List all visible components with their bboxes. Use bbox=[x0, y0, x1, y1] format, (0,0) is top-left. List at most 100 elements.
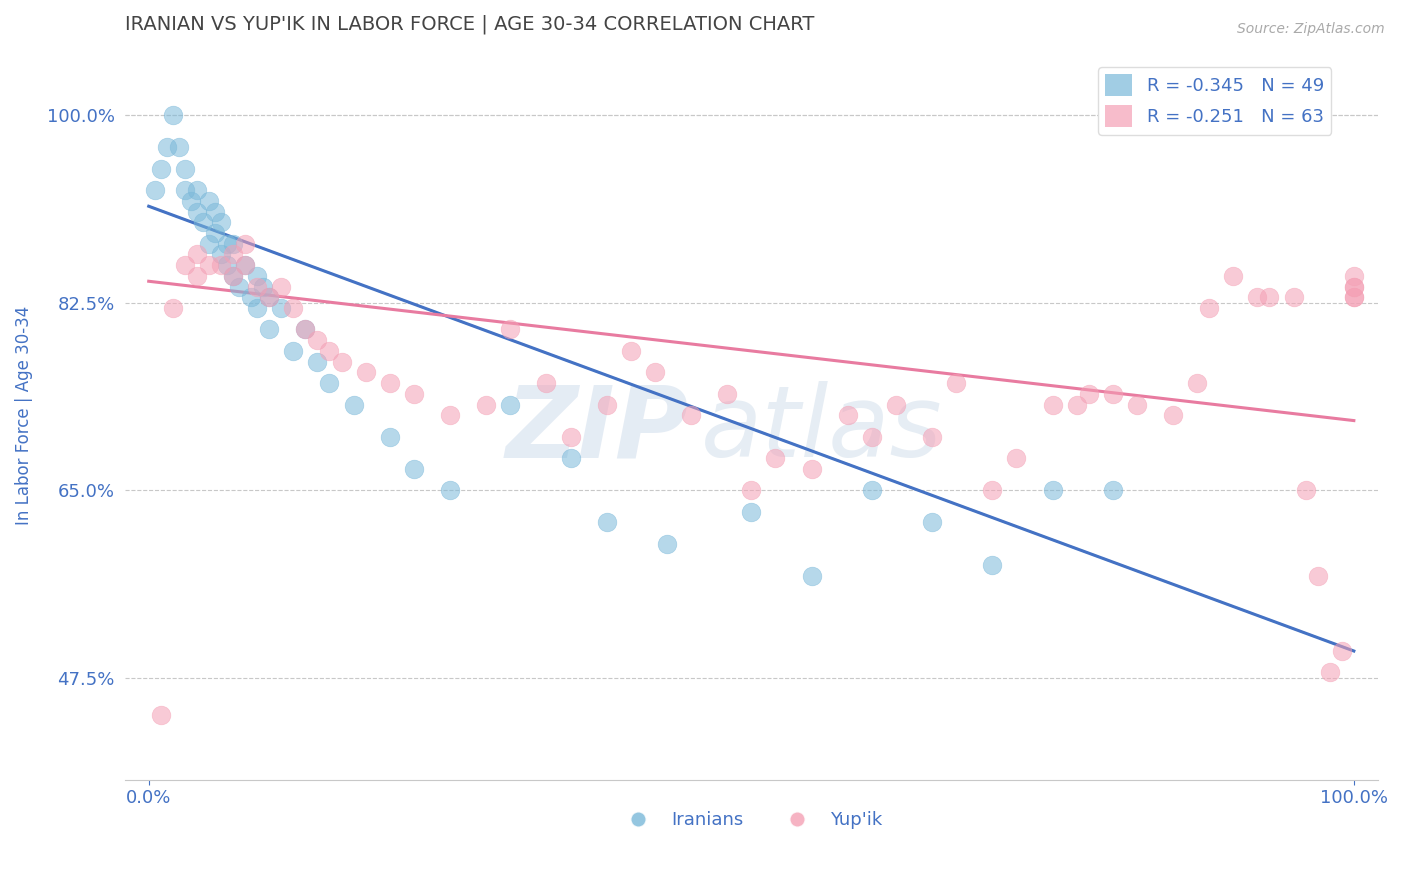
Point bbox=[186, 204, 208, 219]
Point bbox=[560, 430, 582, 444]
Point bbox=[173, 183, 195, 197]
Point bbox=[283, 343, 305, 358]
Point bbox=[246, 301, 269, 315]
Point bbox=[204, 204, 226, 219]
Point bbox=[921, 430, 943, 444]
Point bbox=[1198, 301, 1220, 315]
Point bbox=[1066, 397, 1088, 411]
Point bbox=[246, 279, 269, 293]
Point bbox=[252, 279, 274, 293]
Point bbox=[439, 483, 461, 498]
Point bbox=[270, 301, 292, 315]
Point bbox=[318, 376, 340, 390]
Point bbox=[1343, 279, 1365, 293]
Point bbox=[222, 268, 245, 283]
Point bbox=[1330, 644, 1353, 658]
Point bbox=[1343, 290, 1365, 304]
Point bbox=[180, 194, 202, 208]
Point bbox=[763, 451, 786, 466]
Point bbox=[981, 558, 1004, 573]
Point bbox=[716, 386, 738, 401]
Point bbox=[475, 397, 498, 411]
Text: IRANIAN VS YUP'IK IN LABOR FORCE | AGE 30-34 CORRELATION CHART: IRANIAN VS YUP'IK IN LABOR FORCE | AGE 3… bbox=[125, 15, 814, 35]
Point bbox=[257, 322, 280, 336]
Text: ZIP: ZIP bbox=[506, 381, 689, 478]
Point bbox=[354, 365, 377, 379]
Point bbox=[378, 430, 401, 444]
Point bbox=[499, 397, 522, 411]
Point bbox=[860, 430, 883, 444]
Point bbox=[294, 322, 316, 336]
Point bbox=[330, 354, 353, 368]
Point bbox=[679, 408, 702, 422]
Point bbox=[800, 569, 823, 583]
Point bbox=[162, 301, 184, 315]
Point bbox=[233, 236, 256, 251]
Point bbox=[215, 258, 238, 272]
Point bbox=[378, 376, 401, 390]
Point bbox=[307, 354, 329, 368]
Point bbox=[233, 258, 256, 272]
Point bbox=[1222, 268, 1244, 283]
Point bbox=[1343, 290, 1365, 304]
Point bbox=[1042, 397, 1064, 411]
Point bbox=[860, 483, 883, 498]
Point bbox=[945, 376, 967, 390]
Point bbox=[143, 183, 166, 197]
Point bbox=[1306, 569, 1329, 583]
Point bbox=[198, 194, 221, 208]
Point bbox=[1042, 483, 1064, 498]
Point bbox=[204, 226, 226, 240]
Point bbox=[1005, 451, 1028, 466]
Point bbox=[1258, 290, 1281, 304]
Point bbox=[402, 386, 425, 401]
Point bbox=[740, 505, 762, 519]
Point bbox=[536, 376, 558, 390]
Point bbox=[191, 215, 214, 229]
Point bbox=[209, 215, 232, 229]
Point bbox=[209, 258, 232, 272]
Point bbox=[837, 408, 859, 422]
Point bbox=[246, 268, 269, 283]
Point bbox=[1101, 386, 1123, 401]
Point bbox=[560, 451, 582, 466]
Point bbox=[1343, 279, 1365, 293]
Point bbox=[222, 268, 245, 283]
Point bbox=[307, 333, 329, 347]
Point bbox=[1246, 290, 1268, 304]
Point bbox=[149, 161, 172, 176]
Point bbox=[620, 343, 643, 358]
Point bbox=[1319, 665, 1341, 680]
Text: atlas: atlas bbox=[702, 381, 943, 478]
Point bbox=[233, 258, 256, 272]
Point bbox=[173, 258, 195, 272]
Point bbox=[186, 247, 208, 261]
Point bbox=[800, 462, 823, 476]
Point bbox=[257, 290, 280, 304]
Point bbox=[439, 408, 461, 422]
Legend: Iranians, Yup'ik: Iranians, Yup'ik bbox=[613, 804, 890, 836]
Point bbox=[342, 397, 364, 411]
Point bbox=[240, 290, 263, 304]
Point bbox=[222, 247, 245, 261]
Point bbox=[981, 483, 1004, 498]
Point bbox=[318, 343, 340, 358]
Point bbox=[167, 140, 190, 154]
Point bbox=[655, 537, 678, 551]
Point bbox=[270, 279, 292, 293]
Point bbox=[1126, 397, 1149, 411]
Point bbox=[222, 236, 245, 251]
Point bbox=[499, 322, 522, 336]
Point bbox=[1161, 408, 1184, 422]
Point bbox=[228, 279, 250, 293]
Point bbox=[186, 183, 208, 197]
Point bbox=[209, 247, 232, 261]
Point bbox=[198, 258, 221, 272]
Point bbox=[186, 268, 208, 283]
Point bbox=[294, 322, 316, 336]
Text: Source: ZipAtlas.com: Source: ZipAtlas.com bbox=[1237, 22, 1385, 37]
Point bbox=[1077, 386, 1099, 401]
Point bbox=[162, 108, 184, 122]
Point bbox=[921, 516, 943, 530]
Point bbox=[1101, 483, 1123, 498]
